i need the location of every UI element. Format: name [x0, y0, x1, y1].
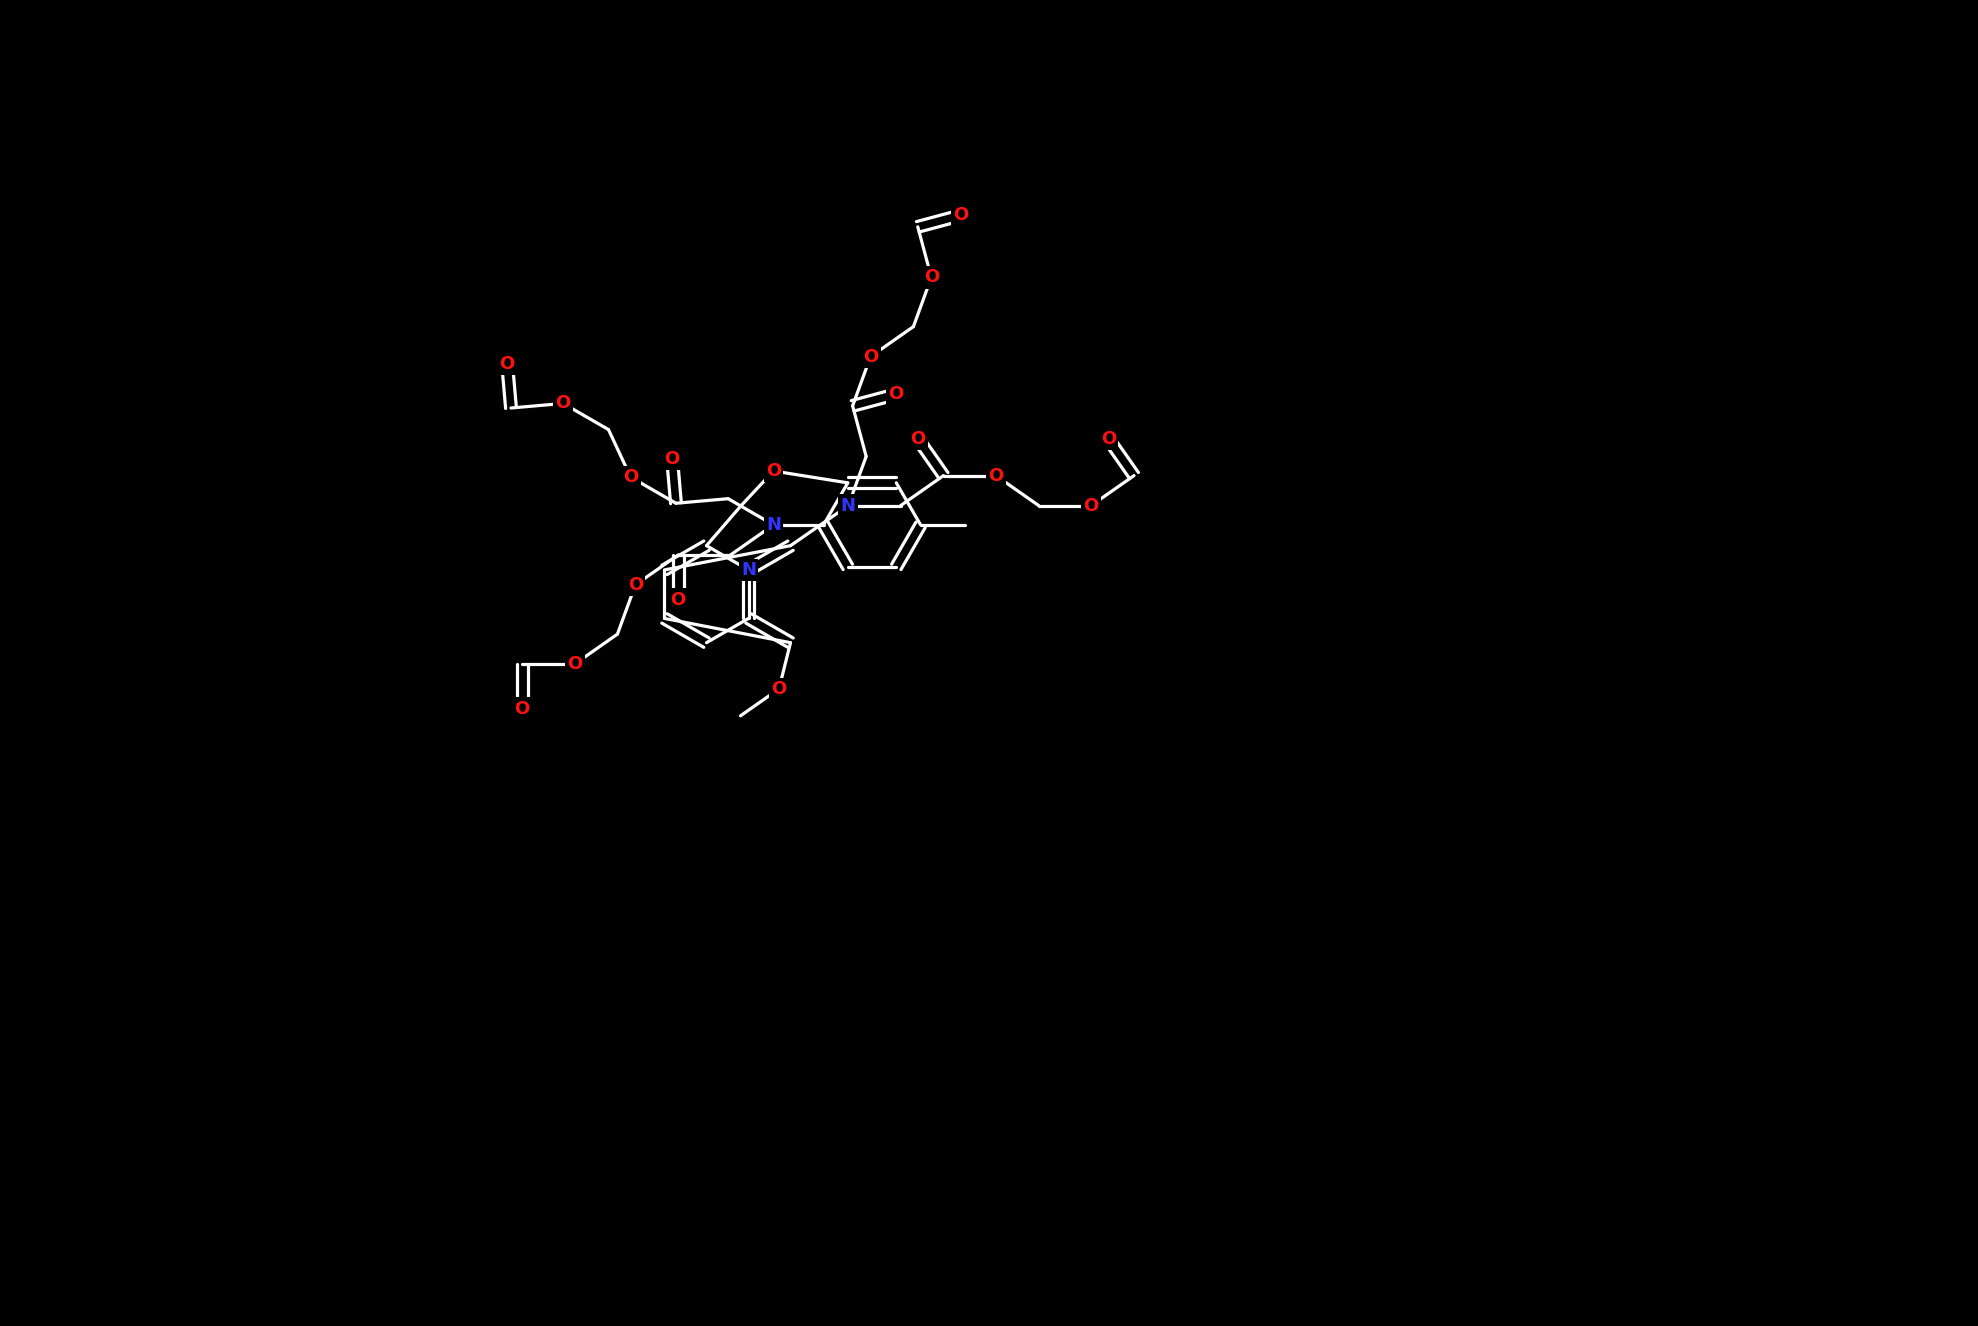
- Text: O: O: [910, 430, 926, 448]
- Text: O: O: [556, 394, 572, 412]
- Text: O: O: [765, 461, 781, 480]
- Text: O: O: [888, 386, 904, 403]
- Text: O: O: [665, 450, 680, 468]
- Text: O: O: [627, 575, 643, 594]
- Text: O: O: [514, 700, 530, 717]
- Text: O: O: [989, 467, 1003, 484]
- Text: O: O: [568, 655, 582, 674]
- Text: O: O: [924, 268, 940, 286]
- Text: N: N: [742, 561, 756, 579]
- Text: N: N: [765, 516, 781, 534]
- Text: O: O: [862, 347, 878, 366]
- Text: O: O: [671, 590, 686, 609]
- Text: O: O: [623, 468, 639, 487]
- Text: N: N: [841, 497, 856, 514]
- Text: O: O: [500, 354, 514, 373]
- Text: O: O: [771, 680, 787, 697]
- Text: O: O: [1084, 497, 1098, 514]
- Text: O: O: [953, 207, 969, 224]
- Text: O: O: [1102, 430, 1116, 448]
